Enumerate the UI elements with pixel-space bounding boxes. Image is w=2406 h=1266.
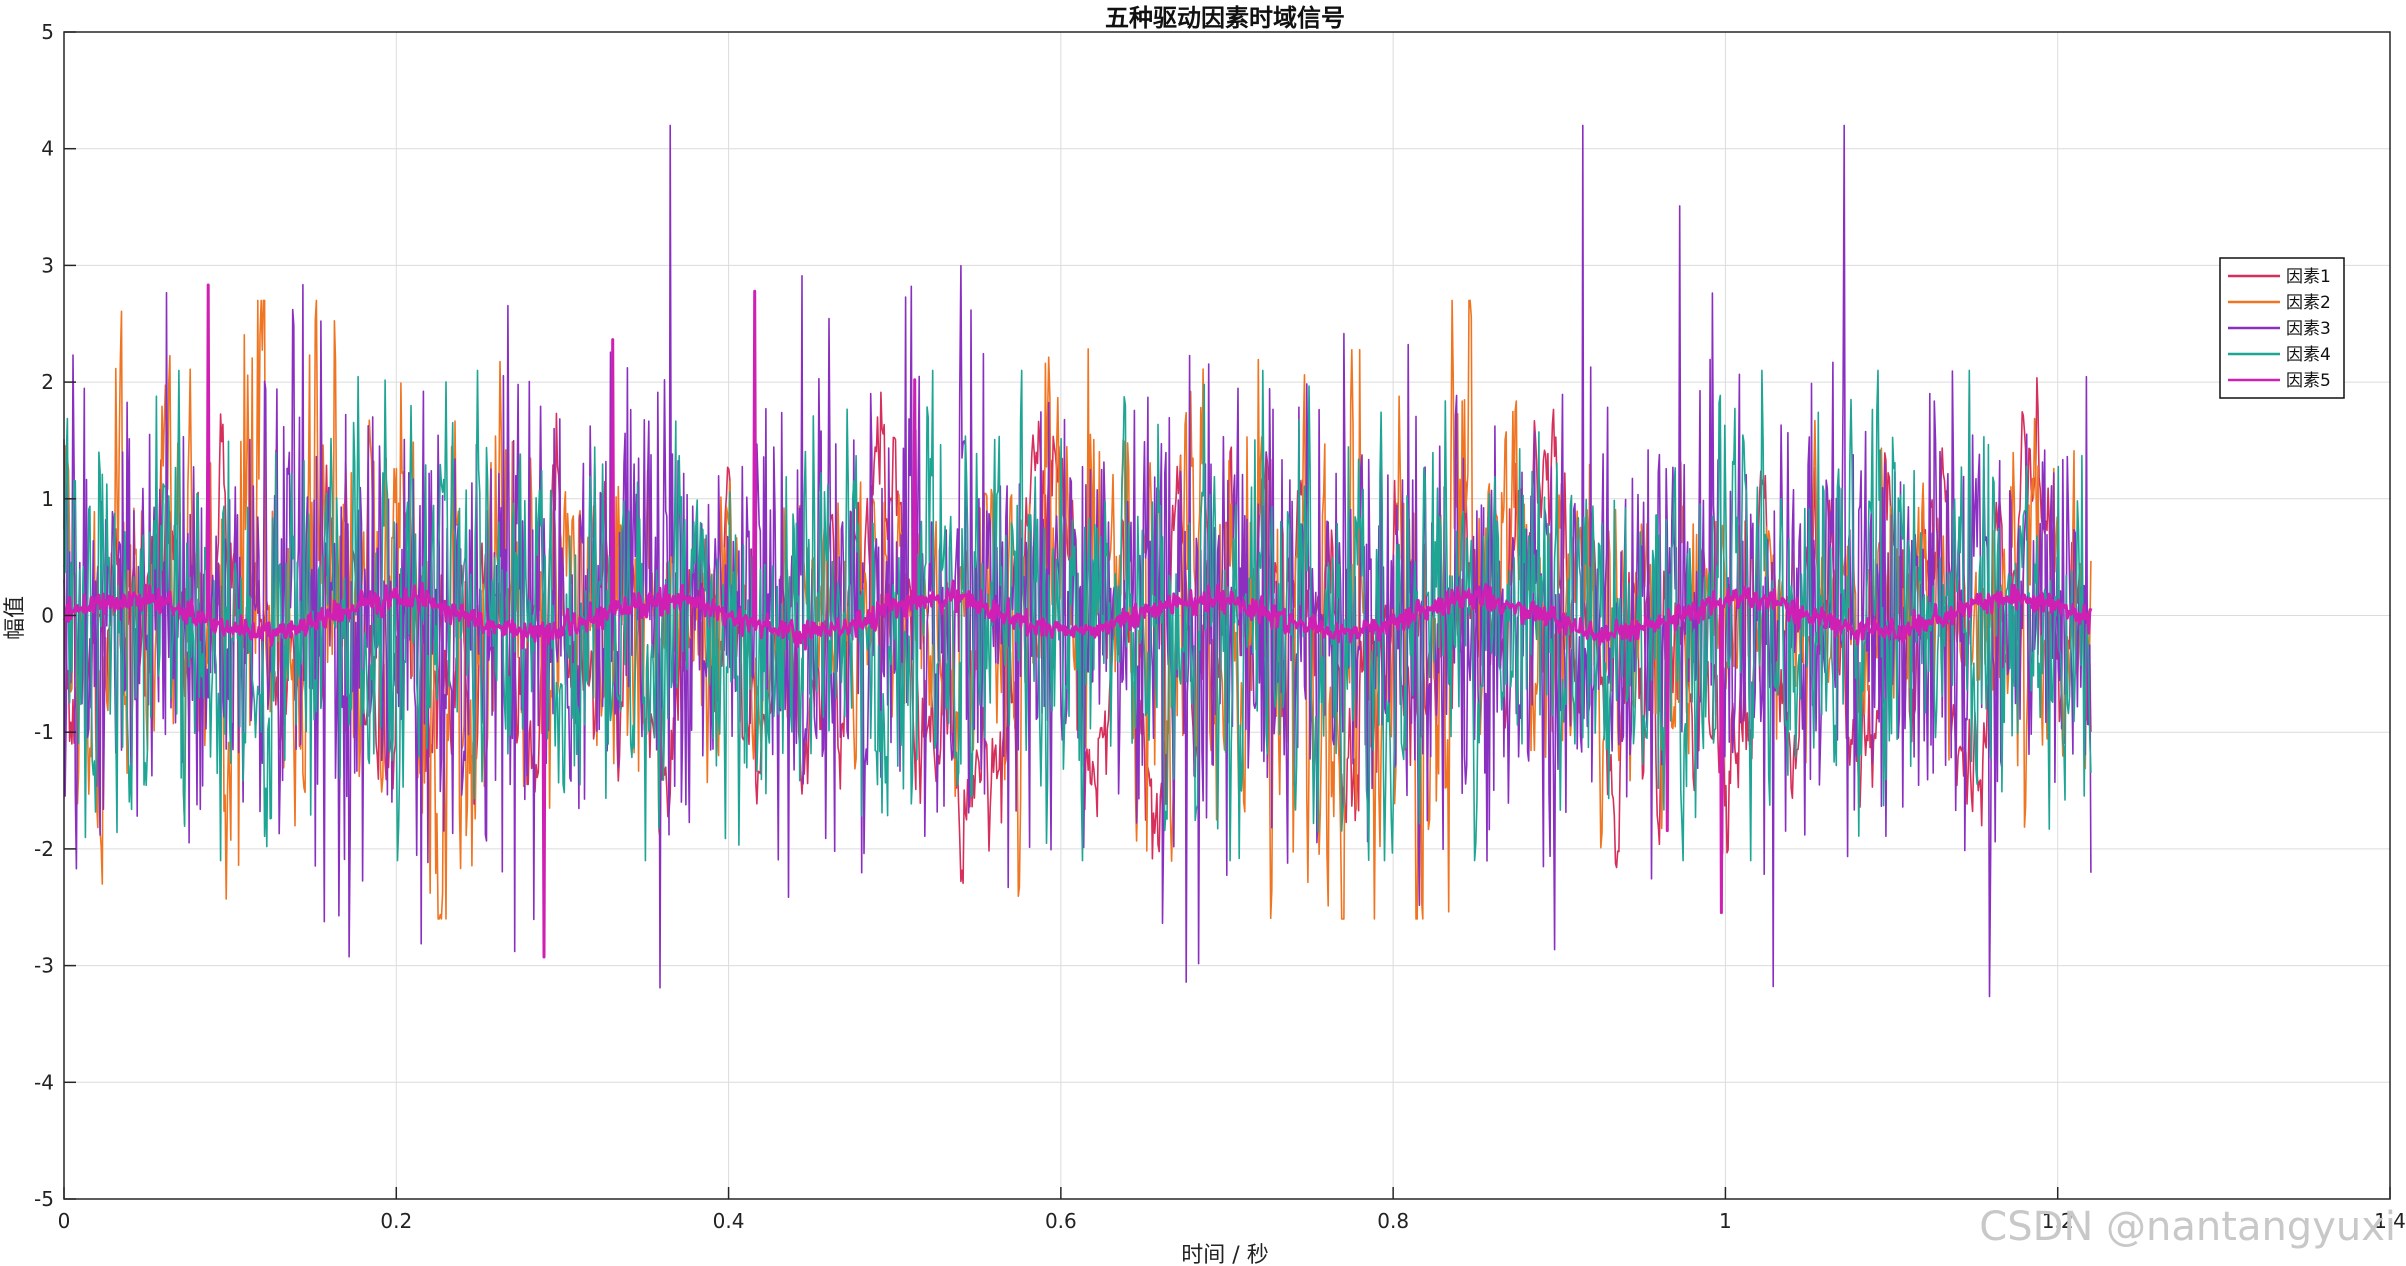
x-tick-label: 0.2 [380, 1209, 412, 1233]
ticks: 0 0.2 0.4 0.6 0.8 1 1.2 1.4 5 4 3 2 1 0 -1 -2 -3 -4 -5 [34, 20, 2406, 1233]
x-tick-label: 0.4 [713, 1209, 745, 1233]
y-tick-label: 2 [41, 370, 54, 394]
watermark: CSDN @nantangyuxi [1979, 1204, 2396, 1250]
series-line-4 [63, 369, 2092, 862]
y-tick-label: 3 [41, 253, 54, 277]
x-tick-label: 0 [58, 1209, 71, 1233]
legend: 因素1 因素2 因素3 因素4 因素5 [2219, 257, 2345, 399]
legend-entry: 因素2 [2286, 293, 2331, 313]
series-line-3 [63, 124, 2092, 998]
y-tick-label: 5 [41, 20, 54, 44]
y-tick-label: -4 [34, 1070, 54, 1094]
y-tick-label: -2 [34, 837, 54, 861]
legend-entry: 因素3 [2286, 319, 2331, 339]
legend-entry: 因素5 [2286, 371, 2331, 391]
x-tick-label: 1.2 [2042, 1209, 2074, 1233]
x-tick-label: 1.4 [2374, 1209, 2406, 1233]
x-axis-label: 时间 / 秒 [1181, 1243, 1268, 1266]
y-tick-label: 0 [41, 604, 54, 628]
y-tick-label: 1 [41, 487, 54, 511]
series-lines [62, 124, 2093, 998]
y-tick-label: 4 [41, 137, 54, 161]
y-axis-label: 幅值 [3, 596, 28, 640]
x-tick-label: 1 [1719, 1209, 1732, 1233]
legend-entry: 因素1 [2286, 267, 2331, 287]
x-tick-label: 0.8 [1377, 1209, 1409, 1233]
y-tick-label: -1 [34, 720, 54, 744]
y-tick-label: -3 [34, 954, 54, 978]
x-tick-label: 0.6 [1045, 1209, 1077, 1233]
legend-entry: 因素4 [2286, 345, 2331, 365]
y-tick-label: -5 [34, 1187, 54, 1211]
series-line-5 [62, 283, 2093, 959]
chart-title: 五种驱动因素时域信号 [1105, 4, 1345, 32]
